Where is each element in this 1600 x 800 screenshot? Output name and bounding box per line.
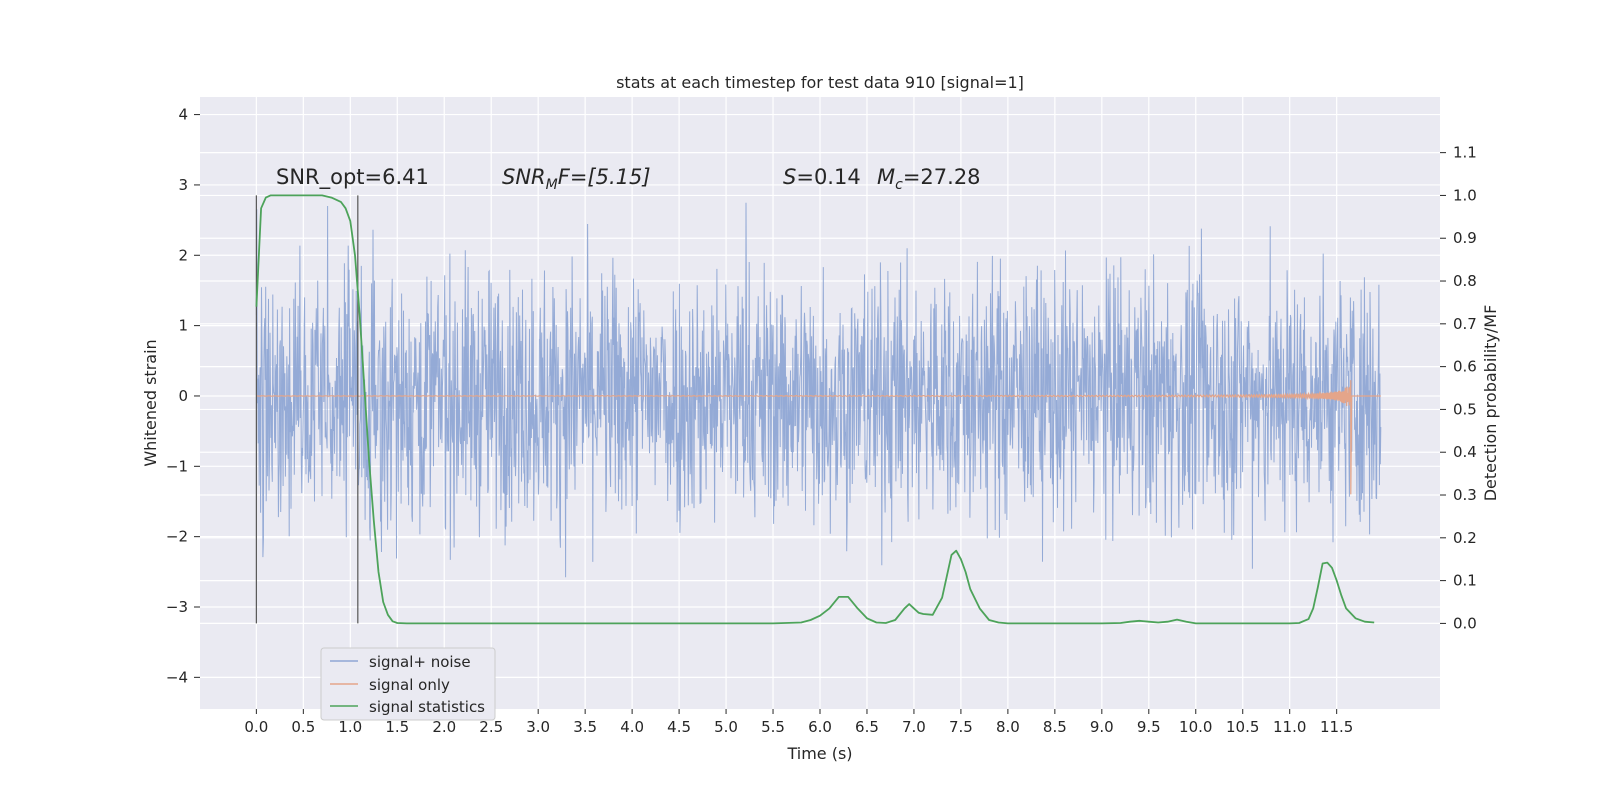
- y-tick-label: −2: [166, 528, 188, 546]
- annotation-snr-mf-rest: F=[5.15]: [558, 165, 651, 189]
- y-tick-label: 1: [178, 317, 188, 335]
- y2-tick-label: 0.4: [1453, 443, 1477, 461]
- y-tick-label: −1: [166, 457, 188, 475]
- x-tick-label: 7.0: [902, 718, 926, 736]
- x-tick-label: 5.0: [714, 718, 738, 736]
- x-tick-label: 2.5: [479, 718, 503, 736]
- vertical-markers: [255, 195, 359, 624]
- annotation-mc-sub: c: [895, 177, 903, 193]
- x-axis-label: Time (s): [786, 744, 852, 763]
- y-tick-label: 0: [178, 387, 188, 405]
- annotation-s-value: =0.14: [796, 165, 860, 189]
- y2-tick-label: 0.3: [1453, 486, 1477, 504]
- x-tick-label: 8.5: [1043, 718, 1067, 736]
- y2-tick-label: 0.5: [1453, 400, 1477, 418]
- annotation-snr-opt: SNR_opt=6.41: [276, 165, 429, 190]
- x-tick-label: 3.5: [573, 718, 597, 736]
- x-tick-label: 5.5: [761, 718, 785, 736]
- annotation-mc-value: =27.28: [903, 165, 981, 189]
- x-tick-label: 6.5: [855, 718, 879, 736]
- y-axis-label: Whitened strain: [141, 339, 160, 466]
- x-tick-label: 0.0: [244, 718, 268, 736]
- x-tick-label: 11.0: [1273, 718, 1306, 736]
- x-axis-ticks: 0.0 0.5 1.0 1.5 2.0 2.5 3.0 3.5 4.0 4.5 5.0 5.5 6.0 6…: [244, 709, 1353, 736]
- annotation-mc-label: M: [877, 165, 895, 189]
- y2-tick-label: 1.1: [1453, 144, 1477, 162]
- y-tick-label: 3: [178, 176, 188, 194]
- x-tick-label: 8.0: [996, 718, 1020, 736]
- annotation-snr-mf: SNRMF=[5.15]: [502, 165, 651, 193]
- y2-tick-label: 0.9: [1453, 229, 1477, 247]
- signal-noise-line: [255, 202, 1382, 578]
- x-tick-label: 3.0: [526, 718, 550, 736]
- x-tick-label: 1.5: [385, 718, 409, 736]
- signal-statistics-line: [255, 194, 1375, 625]
- x-tick-label: 6.0: [808, 718, 832, 736]
- series-signal-only: [256, 380, 1381, 495]
- y2-tick-label: 0.7: [1453, 315, 1477, 333]
- y2-tick-label: 0.2: [1453, 529, 1477, 547]
- x-tick-label: 0.5: [291, 718, 315, 736]
- y-tick-label: −3: [166, 598, 188, 616]
- y2-tick-label: 1.0: [1453, 186, 1477, 204]
- chart-title: stats at each timestep for test data 910…: [616, 73, 1024, 92]
- legend: signal+ noise signal only signal statist…: [320, 647, 496, 721]
- x-tick-label: 10.5: [1226, 718, 1259, 736]
- y-tick-label: −4: [166, 668, 188, 686]
- legend-label-signal-only: signal only: [369, 676, 450, 694]
- x-tick-label: 1.0: [338, 718, 362, 736]
- series-signal-statistics: [255, 194, 1375, 625]
- y2-tick-label: 0.0: [1453, 614, 1477, 632]
- y2-tick-label: 0.1: [1453, 572, 1477, 590]
- x-tick-label: 11.5: [1320, 718, 1353, 736]
- signal-only-line: [256, 380, 1381, 495]
- legend-label-signal-statistics: signal statistics: [369, 698, 485, 716]
- x-tick-label: 2.0: [432, 718, 456, 736]
- annotation-snr-mf-sub: M: [546, 177, 558, 193]
- annotation-s-label: S: [783, 165, 796, 189]
- x-tick-label: 9.5: [1137, 718, 1161, 736]
- legend-label-signal-noise: signal+ noise: [369, 653, 471, 671]
- annotation-snr-mf-main: SNR: [502, 165, 546, 189]
- annotation-mc: Mc=27.28: [877, 165, 981, 193]
- x-tick-label: 4.5: [667, 718, 691, 736]
- x-tick-label: 4.0: [620, 718, 644, 736]
- y2-tick-label: 0.8: [1453, 272, 1477, 290]
- x-tick-label: 9.0: [1090, 718, 1114, 736]
- legend-box: [320, 647, 496, 721]
- annotation-s: S=0.14: [783, 165, 861, 189]
- y2-axis-label: Detection probability/MF: [1481, 305, 1500, 502]
- y2-tick-label: 0.6: [1453, 358, 1477, 376]
- series-signal-noise: [255, 202, 1382, 578]
- y2-axis-ticks: 1.1 1.0 0.9 0.8 0.7 0.6 0.5 0.4 0.3 0.2 0.1 0.0: [1440, 144, 1477, 632]
- x-tick-label: 7.5: [949, 718, 973, 736]
- y-tick-label: 2: [178, 246, 188, 264]
- x-tick-label: 10.0: [1179, 718, 1212, 736]
- y-axis-ticks: 4 3 2 1 0 −1 −2 −3 −4: [166, 106, 200, 686]
- y-tick-label: 4: [178, 106, 188, 124]
